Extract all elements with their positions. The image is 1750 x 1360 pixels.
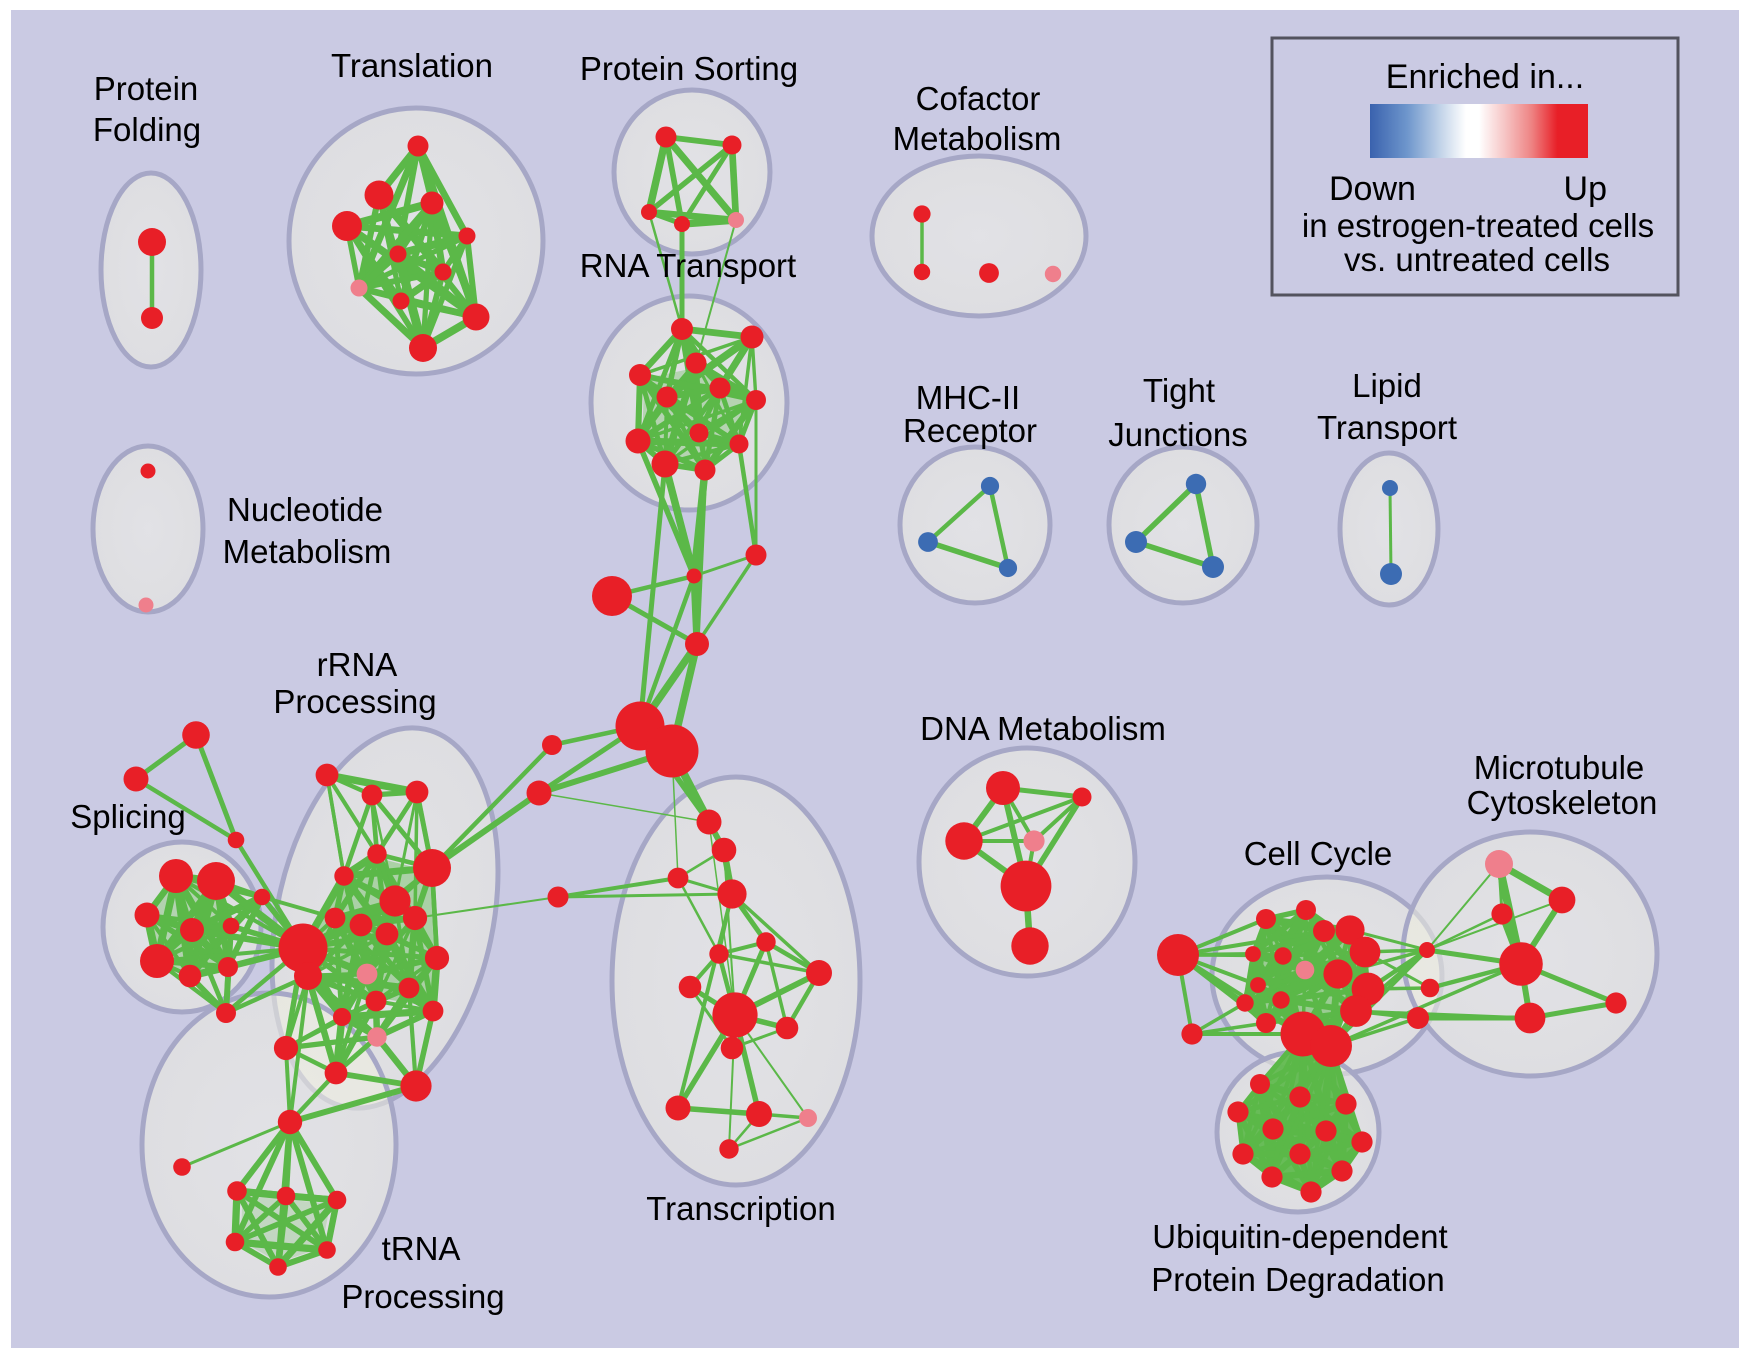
svg-text:rRNA: rRNA [317, 646, 398, 683]
svg-text:Receptor: Receptor [903, 412, 1037, 449]
svg-text:Metabolism: Metabolism [223, 533, 392, 570]
svg-text:vs. untreated cells: vs. untreated cells [1344, 241, 1610, 278]
svg-text:DNA Metabolism: DNA Metabolism [920, 710, 1166, 747]
svg-text:Protein: Protein [94, 70, 199, 107]
svg-text:MHC-II: MHC-II [916, 379, 1020, 416]
svg-text:tRNA: tRNA [382, 1230, 461, 1267]
svg-text:RNA Transport: RNA Transport [580, 247, 796, 284]
svg-text:Tight: Tight [1143, 372, 1215, 409]
svg-text:Down: Down [1329, 170, 1416, 208]
svg-text:Lipid: Lipid [1352, 367, 1422, 404]
svg-text:in estrogen-treated cells: in estrogen-treated cells [1302, 207, 1654, 244]
svg-text:Metabolism: Metabolism [893, 120, 1062, 157]
svg-text:Processing: Processing [273, 683, 436, 720]
svg-text:Folding: Folding [93, 111, 201, 148]
svg-text:Cofactor: Cofactor [916, 80, 1041, 117]
svg-text:Translation: Translation [331, 47, 493, 84]
svg-text:Microtubule: Microtubule [1474, 749, 1645, 786]
svg-text:Junctions: Junctions [1108, 416, 1247, 453]
svg-text:Cell Cycle: Cell Cycle [1244, 835, 1393, 872]
svg-text:Enriched in...: Enriched in... [1386, 58, 1584, 96]
svg-text:Splicing: Splicing [70, 798, 186, 835]
svg-text:Up: Up [1564, 170, 1607, 208]
svg-text:Nucleotide: Nucleotide [227, 491, 383, 528]
svg-text:Transcription: Transcription [646, 1190, 836, 1227]
svg-text:Transport: Transport [1317, 409, 1457, 446]
svg-text:Ubiquitin-dependent: Ubiquitin-dependent [1152, 1218, 1447, 1255]
svg-text:Protein Degradation: Protein Degradation [1151, 1261, 1445, 1298]
svg-text:Cytoskeleton: Cytoskeleton [1467, 784, 1658, 821]
svg-text:Processing: Processing [341, 1278, 504, 1315]
svg-text:Protein Sorting: Protein Sorting [580, 50, 798, 87]
